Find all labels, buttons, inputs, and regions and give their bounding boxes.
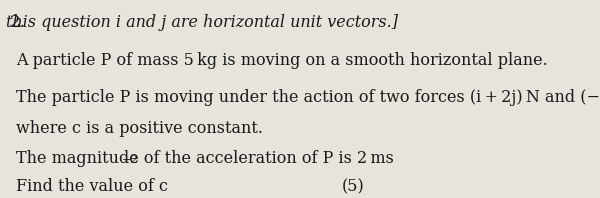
Text: −2: −2 [121,155,138,165]
Text: [In this question i and j are horizontal unit vectors.]: [In this question i and j are horizontal… [0,14,398,31]
Text: Find the value of c: Find the value of c [16,178,168,195]
Text: where c is a positive constant.: where c is a positive constant. [16,120,263,137]
Text: 2.: 2. [10,14,25,31]
Text: A particle P of mass 5 kg is moving on a smooth horizontal plane.: A particle P of mass 5 kg is moving on a… [16,51,548,69]
Text: (5): (5) [342,178,365,195]
Text: The particle P is moving under the action of two forces (i + 2j) N and (−ci − 10: The particle P is moving under the actio… [16,89,600,106]
Text: The magnitude of the acceleration of P is 2 ms: The magnitude of the acceleration of P i… [16,150,394,167]
